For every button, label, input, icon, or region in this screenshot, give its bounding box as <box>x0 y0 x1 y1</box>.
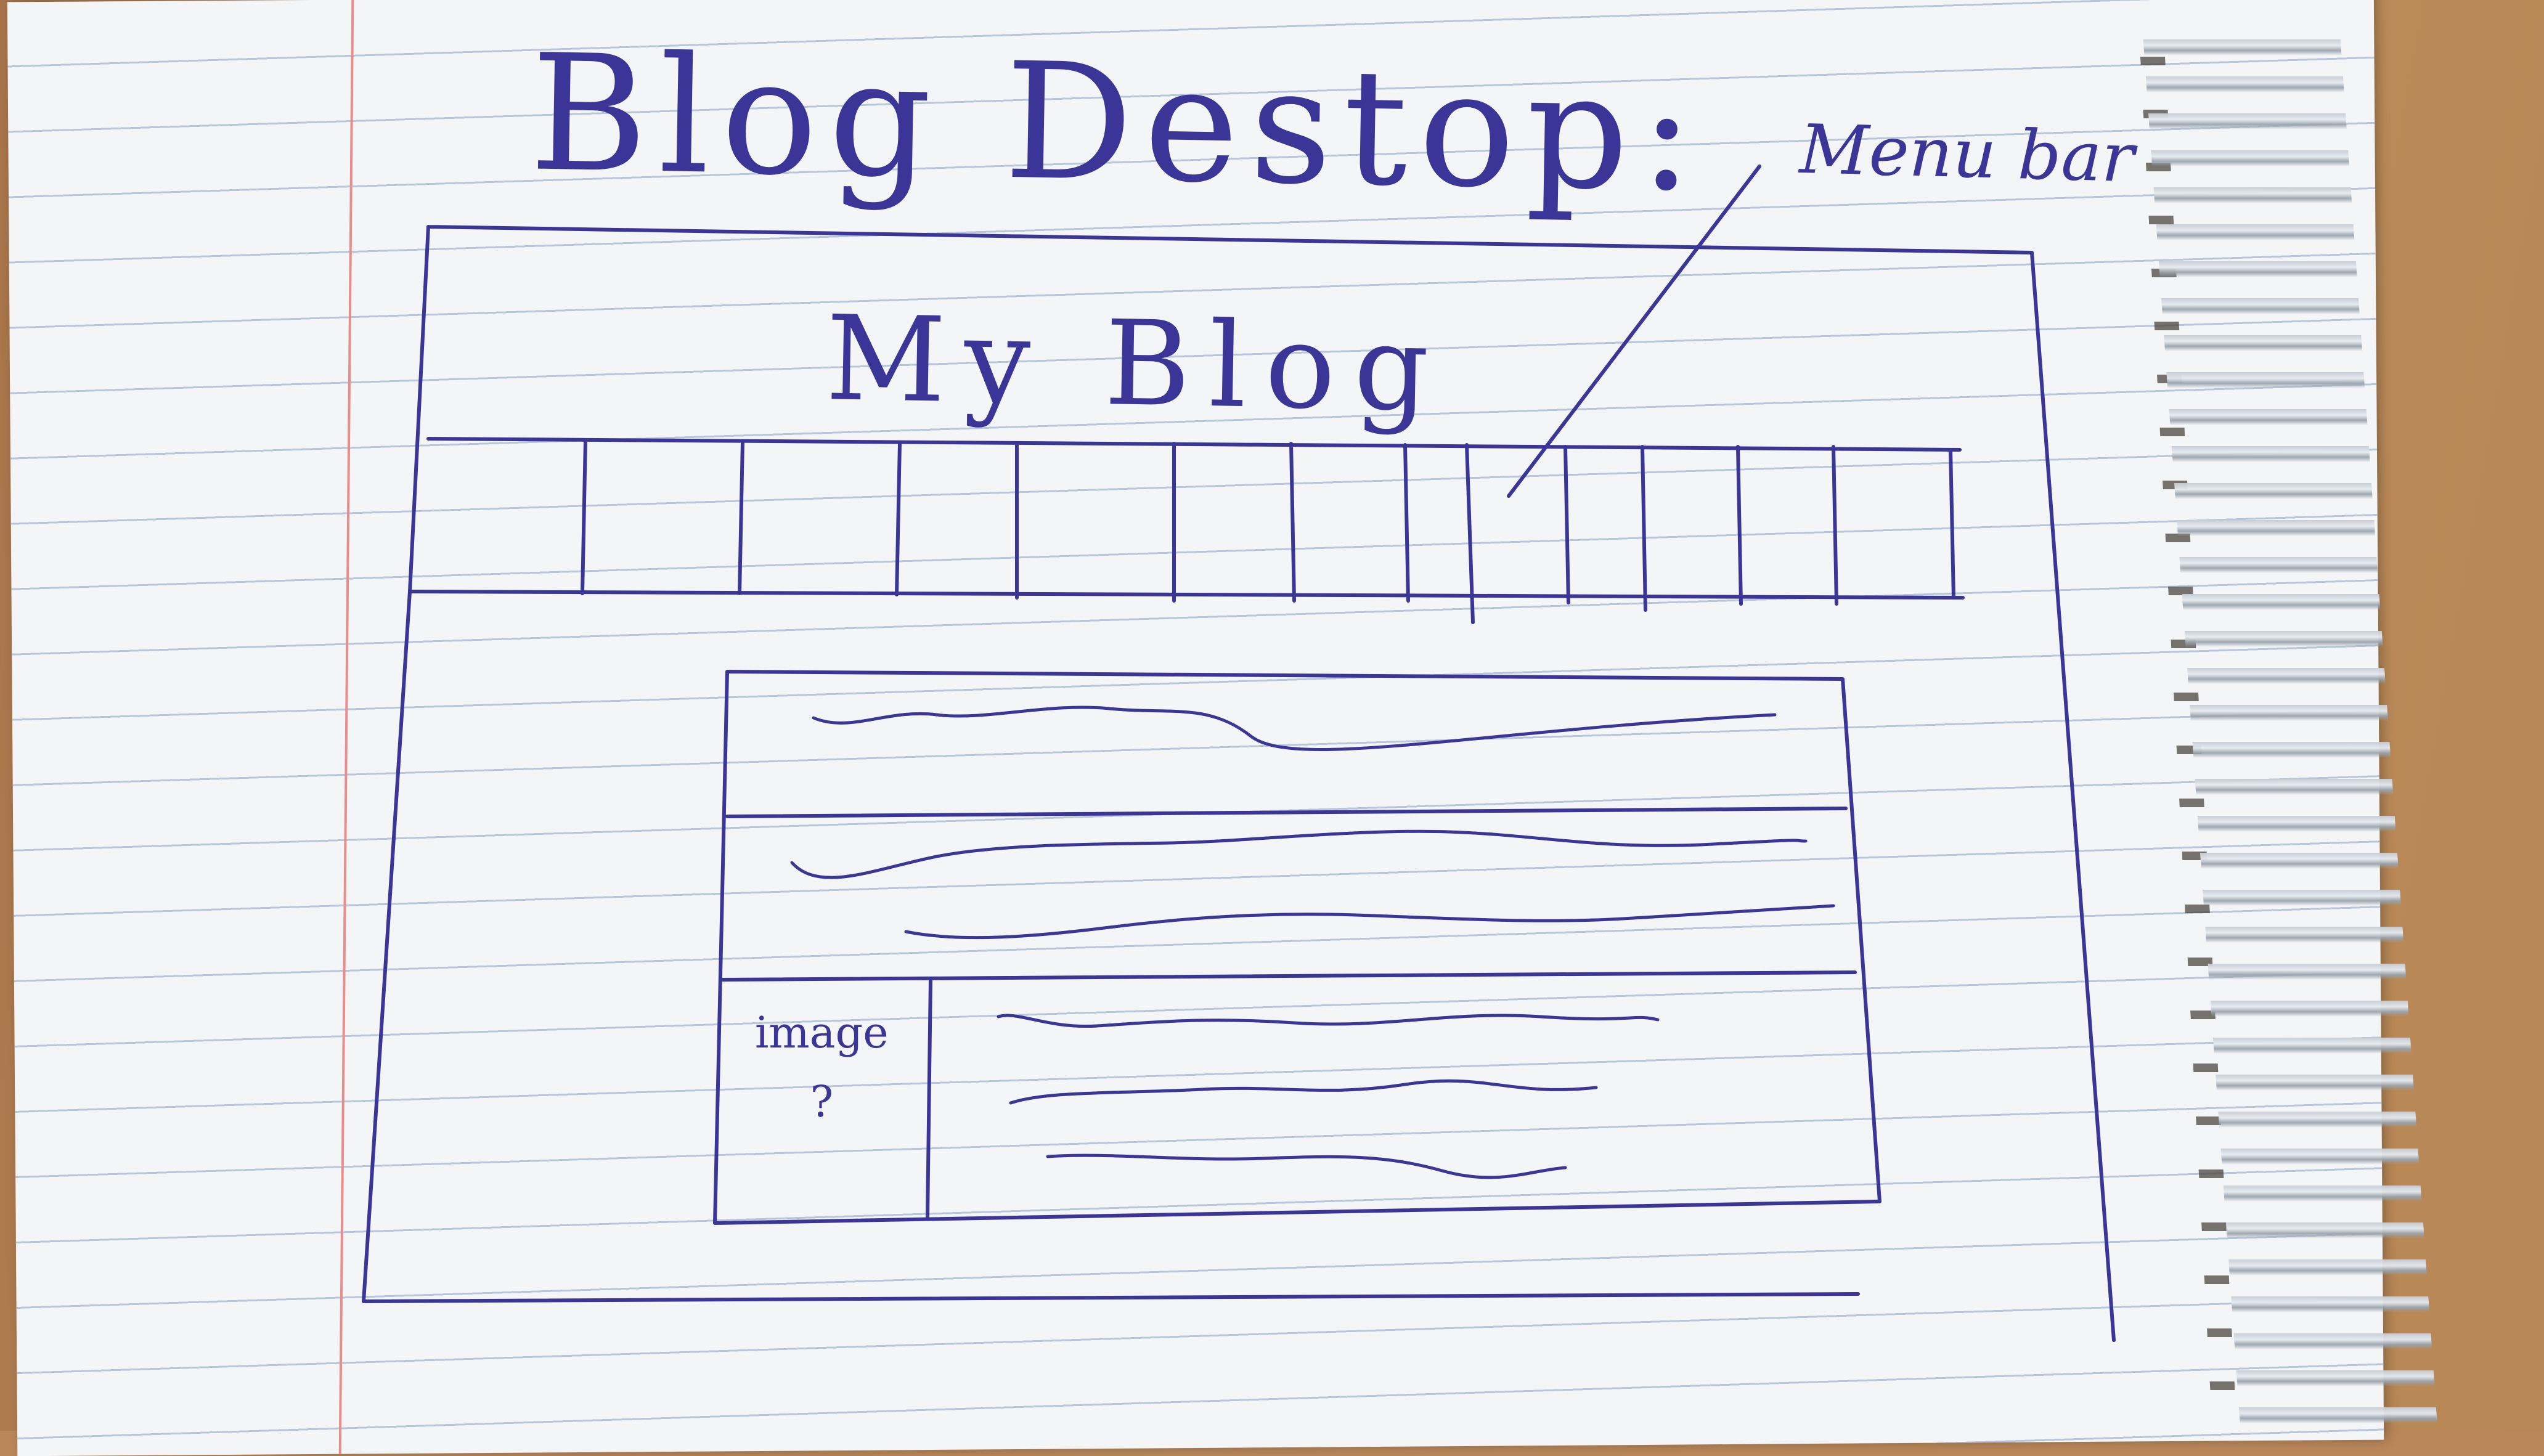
image-divider <box>926 978 932 1219</box>
menu-bar-bottom <box>408 590 1965 600</box>
content-divider-1 <box>725 807 1848 818</box>
image-label-line2: ? <box>810 1076 834 1127</box>
image-placeholder-label: image ? <box>755 998 889 1136</box>
menu-bar-dividers <box>581 439 1955 624</box>
annotation-leader-line <box>1507 165 1761 498</box>
menu-bar-top <box>426 437 1962 452</box>
content-divider-2 <box>719 970 1857 982</box>
page-frame <box>362 225 2116 1342</box>
scribble-lines <box>790 706 1835 1179</box>
image-label-line1: image <box>755 1007 889 1058</box>
content-panel <box>713 670 1882 1225</box>
